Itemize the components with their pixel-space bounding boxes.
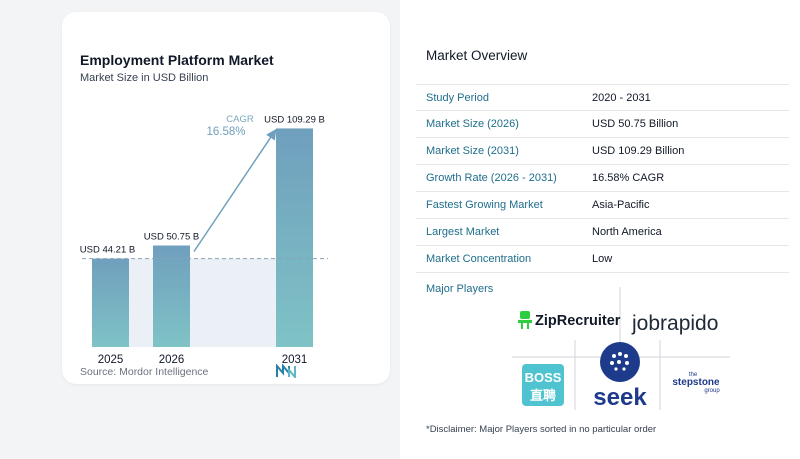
- seek-text: seek: [593, 384, 647, 411]
- row-value: Asia-Pacific: [592, 199, 650, 211]
- overview-table: Study Period 2020 - 2031 Market Size (20…: [416, 84, 789, 273]
- ziprecruiter-logo: ZipRecruiter: [518, 311, 621, 329]
- players-title: Major Players: [426, 283, 494, 295]
- cagr-label: CAGR: [226, 114, 254, 125]
- overview-row: Largest Market North America: [416, 219, 789, 246]
- boss-zhipin-logo: BOSS 直聘: [522, 364, 564, 406]
- overview-row: Study Period 2020 - 2031: [416, 84, 789, 111]
- overview-row: Market Size (2026) USD 50.75 Billion: [416, 111, 789, 138]
- overview-row: Growth Rate (2026 - 2031) 16.58% CAGR: [416, 165, 789, 192]
- stepstone-prefix: the: [689, 372, 698, 378]
- row-label: Growth Rate (2026 - 2031): [426, 172, 557, 184]
- data-label-2026: USD 50.75 B: [144, 232, 199, 243]
- ziprecruiter-chair-icon: [518, 311, 532, 329]
- row-value: USD 109.29 Billion: [592, 145, 685, 157]
- jobrapido-logo: jobrapido: [631, 312, 718, 335]
- bar-2026: [153, 245, 190, 347]
- x-tick-2026: 2026: [159, 354, 185, 366]
- bar-2031: [276, 128, 313, 347]
- row-value: Low: [592, 253, 613, 265]
- seek-logo: seek: [593, 342, 647, 411]
- row-value: 2020 - 2031: [592, 91, 651, 104]
- row-value: USD 50.75 Billion: [592, 118, 679, 130]
- row-label: Market Size (2031): [426, 145, 519, 157]
- data-label-2025: USD 44.21 B: [80, 245, 135, 256]
- data-label-2031: USD 109.29 B: [264, 114, 325, 125]
- cagr-value: 16.58%: [206, 126, 245, 138]
- market-overview-panel: Market Overview Study Period 2020 - 2031…: [400, 0, 800, 459]
- cagr-arrow: [193, 128, 277, 252]
- ziprecruiter-text: ZipRecruiter: [535, 313, 621, 329]
- bar-chart: USD 44.21 B 2025 USD 50.75 B 2026 USD 109.29…: [80, 114, 328, 366]
- chart-card: Employment Platform Market Market Size i…: [62, 12, 390, 384]
- mordor-logo-icon: [276, 364, 296, 378]
- chart-title: Employment Platform Market: [80, 52, 274, 68]
- boss-text: BOSS: [525, 370, 562, 385]
- zhipin-text: 直聘: [530, 388, 556, 404]
- chart-source: Source: Mordor Intelligence: [80, 366, 209, 378]
- row-value: North America: [592, 226, 662, 238]
- row-label: Market Size (2026): [426, 118, 519, 130]
- players-logos: ZipRecruiter jobrapido BOSS 直聘 seek the …: [512, 287, 730, 411]
- x-tick-2031: 2031: [282, 354, 308, 366]
- row-label: Market Concentration: [426, 253, 532, 265]
- x-tick-2025: 2025: [98, 354, 124, 366]
- stepstone-suffix: group: [704, 388, 720, 394]
- row-label: Study Period: [426, 91, 489, 104]
- row-value: 16.58% CAGR: [592, 172, 665, 184]
- stepstone-logo: the stepstone group: [672, 372, 720, 394]
- overview-row: Fastest Growing Market Asia-Pacific: [416, 192, 789, 219]
- overview-row: Market Concentration Low: [416, 246, 789, 273]
- stepstone-text: stepstone: [672, 377, 720, 388]
- disclaimer: *Disclaimer: Major Players sorted in no …: [426, 424, 657, 435]
- row-label: Largest Market: [426, 226, 500, 238]
- row-label: Fastest Growing Market: [426, 199, 543, 211]
- chart-subtitle: Market Size in USD Billion: [80, 72, 209, 84]
- overview-title: Market Overview: [426, 48, 528, 63]
- overview-row: Market Size (2031) USD 109.29 Billion: [416, 138, 789, 165]
- bar-2025: [92, 258, 129, 347]
